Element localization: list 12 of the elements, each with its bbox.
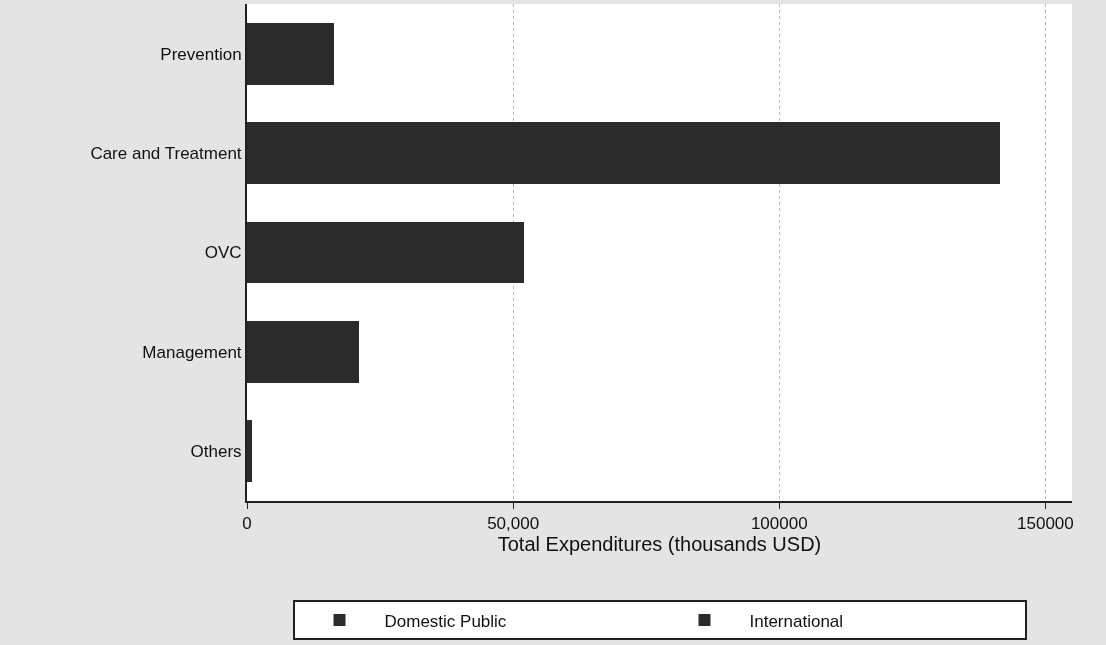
y-tick-label: OVC (204, 243, 242, 263)
y-tick-label: Others (190, 442, 242, 462)
legend-label: Domestic Public (384, 611, 507, 631)
x-tick-label: 0 (242, 514, 252, 534)
x-tick-label: 50,000 (487, 514, 540, 534)
x-axis-title: Total Expenditures (thousands USD) (497, 533, 822, 556)
y-tick-label: Prevention (160, 44, 242, 64)
x-tick-label: 100000 (750, 514, 808, 534)
y-tick-label: Care and Treatment (90, 144, 242, 164)
y-tick-label: Management (142, 342, 242, 362)
legend-label: International (749, 611, 844, 631)
x-tick-label: 150000 (1017, 514, 1074, 534)
